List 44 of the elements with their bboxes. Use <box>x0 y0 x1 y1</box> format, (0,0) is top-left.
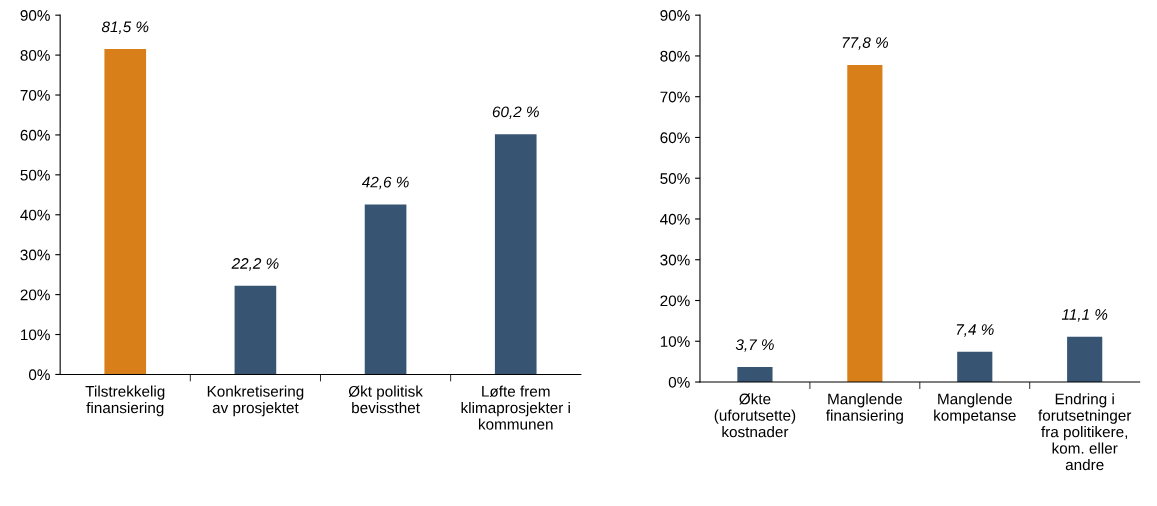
bar <box>847 64 883 383</box>
y-tick-label: 10% <box>660 336 690 347</box>
y-tick-label: 40% <box>660 213 690 225</box>
data-label: 22,2 % <box>231 258 279 271</box>
data-label: 7,4 % <box>956 324 994 337</box>
y-tick-label: 30% <box>660 254 690 266</box>
bar <box>104 49 147 375</box>
y-tick-label: 20% <box>660 295 690 307</box>
x-tick-label: Løfte frem klimaprosjekter i kommunen <box>461 385 570 430</box>
x-tick-label: Manglende finansiering <box>826 393 903 424</box>
x-tick-label: Økt politisk bevissthet <box>348 385 423 414</box>
bar <box>234 285 277 375</box>
x-tick-label: Manglende kompetanse <box>934 393 1016 424</box>
data-label: 81,5 % <box>101 21 149 35</box>
y-tick-label: 30% <box>20 249 50 261</box>
bar <box>494 134 537 375</box>
y-tick-label: 80% <box>20 49 50 61</box>
y-tick-label: 50% <box>20 169 50 181</box>
y-tick-label: 40% <box>20 209 50 221</box>
bar <box>364 204 407 375</box>
x-tick-label: Konkretisering av prosjektet <box>207 385 304 417</box>
bar <box>1067 336 1103 383</box>
y-tick-label: 20% <box>20 289 50 301</box>
x-tick-label: Endring i forutsetninger fra politikere, kom. eller andre <box>1038 393 1132 471</box>
y-tick-label: 0% <box>28 369 50 381</box>
x-tick-label: Økte (uforutsette) kostnader <box>714 393 796 438</box>
data-label: 60,2 % <box>492 106 539 120</box>
data-label: 77,8 % <box>842 37 888 50</box>
bar <box>957 351 993 383</box>
y-tick-label: 60% <box>20 129 50 141</box>
bar <box>737 366 773 383</box>
data-label: 11,1 % <box>1061 309 1108 322</box>
y-tick-label: 10% <box>21 329 50 341</box>
x-tick-label: Tilstrekkelig finansiering <box>85 385 165 417</box>
y-tick-label: 70% <box>20 89 50 101</box>
y-tick-label: 90% <box>660 10 690 21</box>
y-tick-label: 90% <box>20 10 50 21</box>
data-label: 3,7 % <box>735 339 774 352</box>
y-tick-label: 70% <box>660 91 690 103</box>
y-tick-label: 50% <box>660 173 690 184</box>
data-label: 42,6 % <box>361 176 409 190</box>
y-tick-label: 0% <box>668 376 690 388</box>
y-tick-label: 60% <box>660 132 690 144</box>
y-tick-label: 80% <box>660 50 690 62</box>
